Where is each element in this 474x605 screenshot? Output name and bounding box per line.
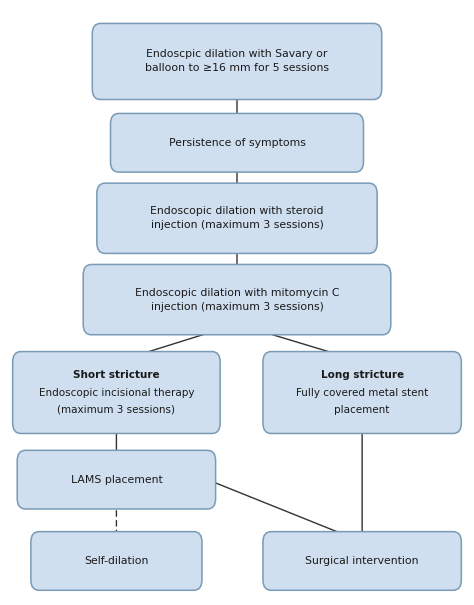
Text: Short stricture: Short stricture (73, 370, 160, 380)
Text: (maximum 3 sessions): (maximum 3 sessions) (57, 405, 175, 415)
FancyBboxPatch shape (97, 183, 377, 253)
Text: Surgical intervention: Surgical intervention (305, 556, 419, 566)
Text: Self-dilation: Self-dilation (84, 556, 149, 566)
Text: placement: placement (335, 405, 390, 415)
Text: Endoscopic incisional therapy: Endoscopic incisional therapy (39, 388, 194, 397)
FancyBboxPatch shape (263, 532, 461, 590)
FancyBboxPatch shape (92, 24, 382, 99)
Text: Endoscopic dilation with steroid
injection (maximum 3 sessions): Endoscopic dilation with steroid injecti… (150, 206, 324, 231)
FancyBboxPatch shape (31, 532, 202, 590)
Text: Long stricture: Long stricture (320, 370, 404, 380)
Text: Fully covered metal stent: Fully covered metal stent (296, 388, 428, 397)
FancyBboxPatch shape (17, 450, 216, 509)
FancyBboxPatch shape (13, 352, 220, 433)
Text: Persistence of symptoms: Persistence of symptoms (169, 138, 305, 148)
Text: Endoscopic dilation with mitomycin C
injection (maximum 3 sessions): Endoscopic dilation with mitomycin C inj… (135, 287, 339, 312)
FancyBboxPatch shape (110, 114, 364, 172)
FancyBboxPatch shape (83, 264, 391, 335)
Text: Endoscpic dilation with Savary or
balloon to ≥16 mm for 5 sessions: Endoscpic dilation with Savary or balloo… (145, 50, 329, 73)
Text: LAMS placement: LAMS placement (71, 475, 162, 485)
FancyBboxPatch shape (263, 352, 461, 433)
